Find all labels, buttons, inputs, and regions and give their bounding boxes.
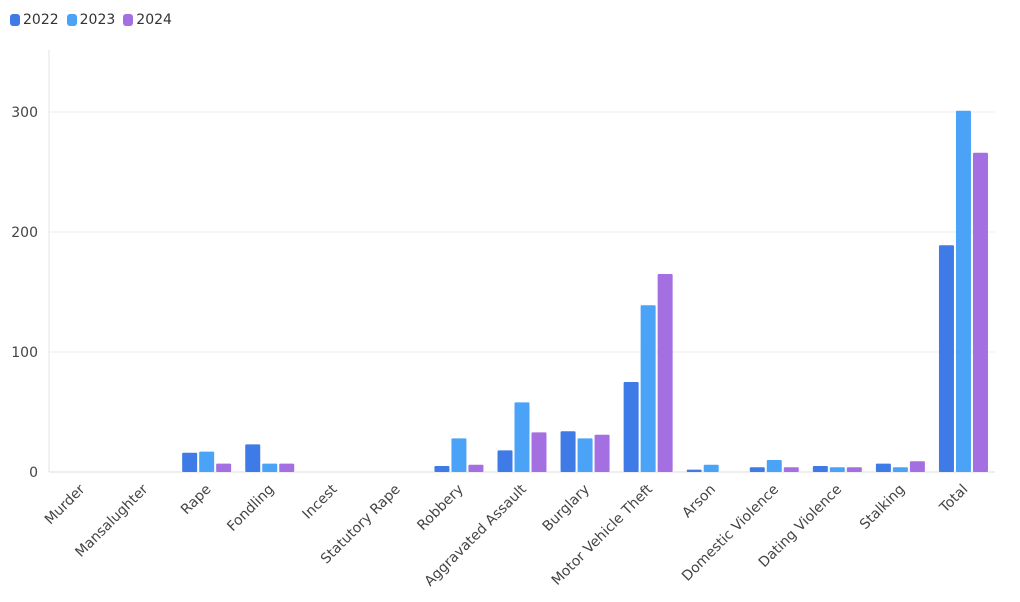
bar xyxy=(531,432,547,472)
legend-item-2023[interactable]: 2023 xyxy=(66,12,116,28)
bar xyxy=(812,466,828,472)
bar xyxy=(766,460,782,472)
legend-label-2023: 2023 xyxy=(79,12,116,28)
x-tick-label: Robbery xyxy=(414,482,466,534)
bar xyxy=(434,466,450,472)
bar xyxy=(640,305,656,472)
bar xyxy=(245,444,261,472)
bar xyxy=(972,152,988,473)
legend-swatch-2022 xyxy=(10,14,20,26)
legend-label-2024: 2024 xyxy=(136,12,172,28)
bar xyxy=(279,463,295,472)
bar xyxy=(262,463,278,472)
bar xyxy=(749,467,765,472)
legend-item-2022[interactable]: 2022 xyxy=(10,12,59,28)
bar xyxy=(514,402,530,472)
y-tick-label: 300 xyxy=(11,105,38,121)
legend-label-2022: 2022 xyxy=(23,12,59,28)
x-tick-label: Incest xyxy=(300,481,341,522)
legend-item-2024[interactable]: 2024 xyxy=(123,12,172,28)
legend: 2022 2023 2024 xyxy=(10,12,172,28)
y-tick-label: 200 xyxy=(11,225,38,241)
bar xyxy=(686,469,702,472)
bar xyxy=(497,450,513,472)
bar xyxy=(875,463,891,472)
bar xyxy=(955,110,971,473)
bar xyxy=(594,434,610,472)
bar xyxy=(938,245,954,472)
y-tick-label: 0 xyxy=(29,465,38,481)
x-tick-label: Stalking xyxy=(857,482,908,533)
x-tick-label: Murder xyxy=(42,481,89,528)
y-tick-label: 100 xyxy=(11,345,38,361)
bar xyxy=(468,464,484,472)
legend-swatch-2023 xyxy=(66,14,77,26)
bar xyxy=(829,467,845,472)
bar xyxy=(451,438,467,472)
x-tick-label: Rape xyxy=(178,482,214,518)
bar xyxy=(560,431,576,472)
x-tick-label: Burglary xyxy=(540,482,593,535)
bar xyxy=(846,467,862,472)
x-tick-label: Aggravated Assault xyxy=(422,481,531,590)
x-tick-label: Total xyxy=(936,482,971,517)
x-tick-label: Fondling xyxy=(224,482,277,535)
bar xyxy=(657,274,673,472)
bar xyxy=(182,452,198,472)
x-tick-label: Arson xyxy=(679,482,719,522)
bar xyxy=(623,382,639,472)
bar xyxy=(216,463,232,472)
bar xyxy=(909,461,925,472)
bar xyxy=(892,467,908,472)
bar xyxy=(703,464,719,472)
legend-swatch-2024 xyxy=(123,14,134,26)
bar xyxy=(783,467,799,472)
bar xyxy=(199,451,215,472)
bar xyxy=(577,438,593,472)
